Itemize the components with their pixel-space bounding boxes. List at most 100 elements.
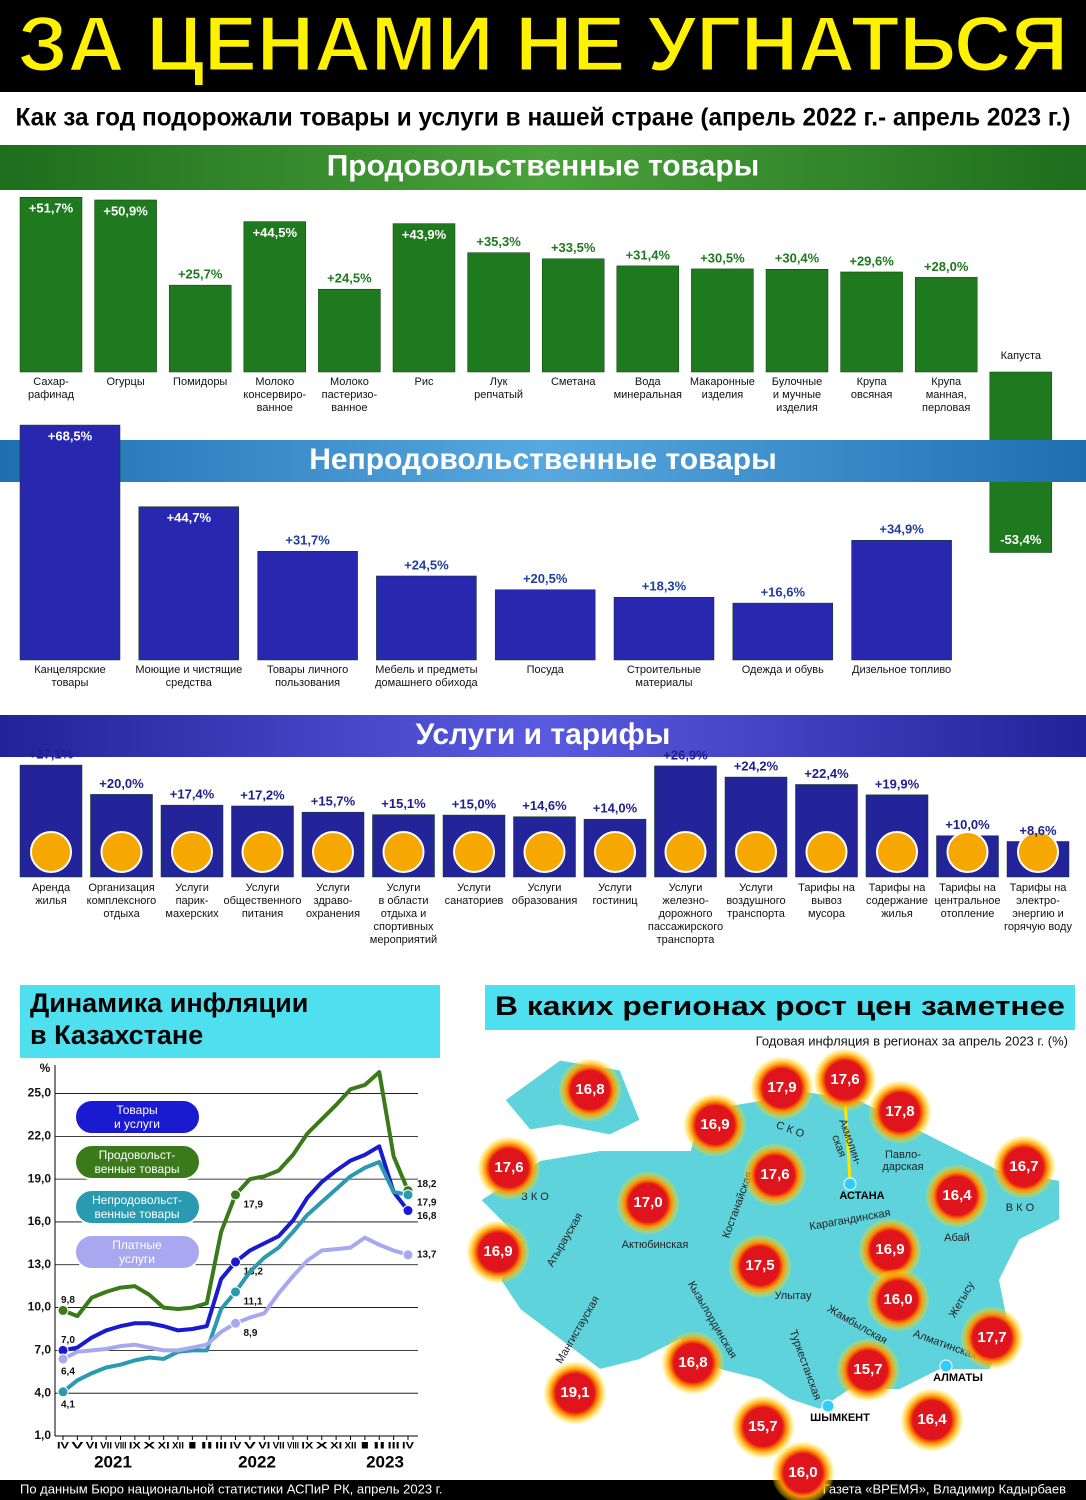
region-value: 16,9 (875, 1241, 904, 1258)
point (230, 1189, 241, 1201)
region-bubble (926, 1165, 988, 1227)
region-bubble (744, 1144, 806, 1206)
region-label: Абай (944, 1232, 970, 1244)
year-label: 2022 (238, 1452, 276, 1471)
year-label: 2021 (94, 1452, 132, 1471)
category-label: Дизельное топливо (852, 664, 951, 676)
value-label: +44,5% (253, 225, 298, 240)
point-label: 6,4 (61, 1367, 75, 1378)
region-value: 17,8 (885, 1103, 914, 1120)
x-tick-label: VI (258, 1440, 270, 1450)
bar (616, 265, 680, 373)
region-bubble (859, 1219, 921, 1281)
category-label: Канцелярские товары (34, 664, 106, 689)
x-tick-label: V (71, 1440, 83, 1450)
region-value: 16,9 (700, 1116, 729, 1133)
bar (243, 221, 307, 373)
legend-box (74, 1144, 201, 1180)
category-label: Посуда (527, 664, 565, 676)
city-label: ШЫМКЕНТ (810, 1412, 870, 1424)
bar (914, 277, 978, 373)
category-label: Услуги железно-дорожного пассажирского тран… (648, 882, 723, 946)
category-label: Рис (415, 376, 434, 388)
city-label: АЛМАТЫ (933, 1372, 983, 1384)
city-marker (843, 1177, 857, 1191)
region-value: 15,7 (853, 1361, 882, 1378)
x-tick-label: X (143, 1440, 155, 1450)
section-title: Непродовольственные товары (309, 443, 777, 476)
value-label: +14,6% (522, 798, 567, 813)
category-label: Сметана (551, 376, 596, 388)
point (402, 1249, 414, 1261)
point-label: 7,0 (61, 1335, 75, 1346)
value-label: +35,3% (476, 234, 521, 249)
bar-icon (735, 831, 777, 873)
region-bubble (837, 1339, 899, 1401)
region-bubble (732, 1396, 794, 1458)
category-label: Помидоры (173, 376, 227, 388)
x-tick-label: IV (230, 1440, 242, 1450)
category-label: Организация комплексного отдыха (87, 882, 157, 920)
legend-label: Непродовольст-венные товары (92, 1193, 182, 1221)
category-label: Крупа манная, перловая (922, 376, 970, 414)
bar (541, 258, 605, 373)
category-label: Услуги общественного питания (224, 882, 302, 920)
point-label: 13,2 (244, 1267, 264, 1278)
region-bubble (544, 1362, 606, 1424)
region-value: 17,5 (745, 1257, 774, 1274)
value-label: +50,9% (103, 203, 148, 218)
category-label: Тарифы на электро-энергию и горячую воду (1004, 882, 1072, 933)
value-label: +25,7% (178, 267, 223, 282)
line-chart-title: Динамика инфляции в Казахстане (30, 988, 308, 1050)
value-label: +15,0% (452, 796, 497, 811)
bar-icon (876, 831, 918, 873)
value-label: +14,0% (593, 801, 638, 816)
region-value: 16,4 (917, 1411, 947, 1428)
x-tick-label: VII (100, 1440, 112, 1450)
bar-icon (453, 831, 495, 873)
legend-label: Товары и услуги (114, 1103, 160, 1131)
region-value: 15,7 (748, 1418, 777, 1435)
bar (94, 199, 157, 373)
value-label: +68,5% (48, 428, 93, 443)
point-label: 17,9 (417, 1197, 437, 1208)
region-value: 16,7 (1009, 1158, 1038, 1175)
y-tick-label: 1,0 (34, 1428, 51, 1442)
section-title: Продовольственные товары (327, 149, 760, 182)
x-tick-label: XI (330, 1440, 342, 1450)
bar (257, 551, 358, 661)
x-tick-label: VI (86, 1440, 98, 1450)
x-tick-label: VIII (287, 1440, 299, 1450)
point (230, 1256, 241, 1268)
category-label: Услуги воздушного транспорта (726, 882, 785, 920)
footer-source: По данным Бюро национальной статистики А… (20, 1481, 442, 1496)
bar (765, 268, 829, 373)
category-label: Услуги в области отдыха и спортивных меропри… (370, 882, 437, 946)
value-label: +24,2% (734, 758, 779, 773)
region-value: 16,8 (678, 1354, 707, 1371)
value-label: +15,1% (381, 796, 426, 811)
category-label: Молоко пастеризо-ванное (322, 376, 378, 414)
value-label: +33,5% (551, 240, 596, 255)
category-label: Услуги санаториев (445, 882, 504, 907)
y-tick-label: 25,0 (28, 1086, 52, 1100)
value-label: +30,5% (700, 250, 745, 265)
value-label: +31,7% (285, 533, 330, 548)
point (230, 1286, 241, 1298)
value-label: +8,6% (1019, 823, 1057, 838)
point-label: 18,2 (417, 1179, 437, 1190)
category-label: Услуги гостиниц (592, 882, 638, 907)
city-label: АСТАНА (839, 1190, 884, 1202)
section-band (0, 440, 1086, 482)
bar (494, 589, 596, 661)
value-label: +16,6% (761, 584, 806, 599)
value-label: +20,5% (523, 571, 568, 586)
region-label: Павло-дарская (882, 1149, 923, 1173)
x-tick-label: IV (57, 1440, 69, 1450)
y-tick-label: 22,0 (28, 1129, 52, 1143)
title-band (0, 0, 1086, 92)
category-label: Крупа овсяная (851, 376, 892, 401)
value-label: +31,4% (626, 247, 671, 262)
page-subtitle: Как за год подорожали товары и услуги в … (16, 104, 1071, 132)
